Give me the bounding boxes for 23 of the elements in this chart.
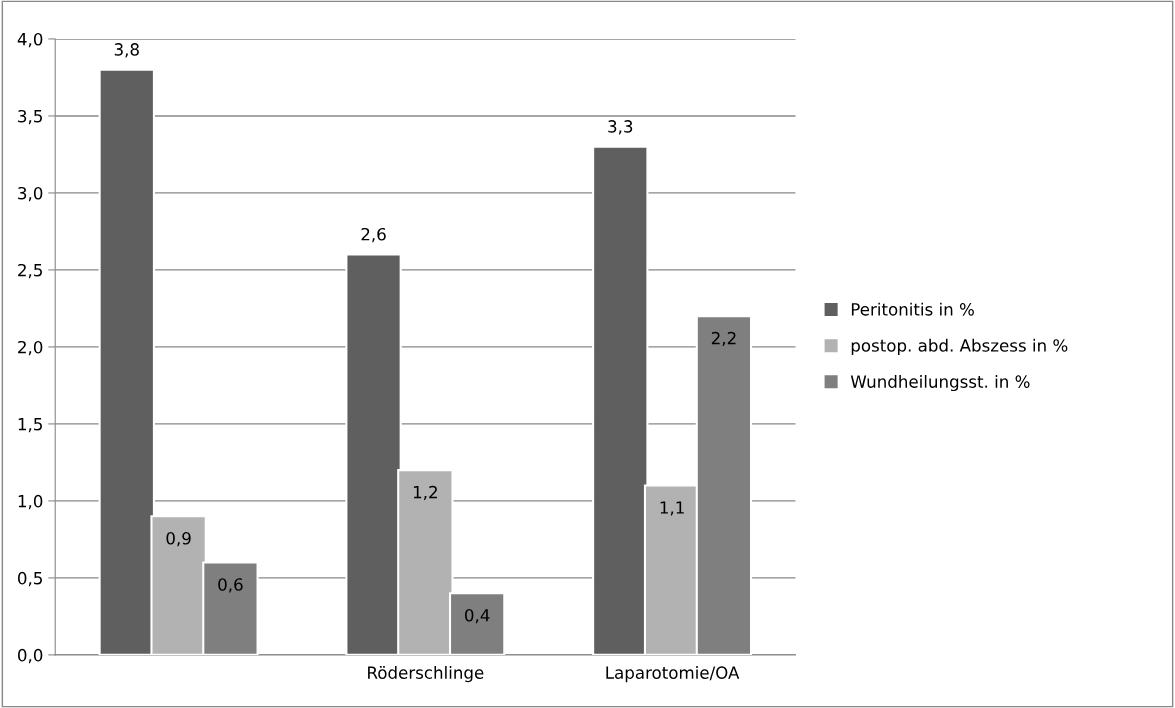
data-label: 0,4 bbox=[465, 609, 490, 624]
data-label: 3,3 bbox=[608, 120, 633, 135]
y-tick-label: 2,5 bbox=[18, 263, 42, 279]
data-label: 2,6 bbox=[361, 227, 386, 243]
data-label: 0,9 bbox=[166, 532, 191, 547]
data-label: 3,8 bbox=[114, 43, 139, 58]
legend-label: Wundheilungsst. in % bbox=[850, 374, 1030, 392]
legend-label: Peritonitis in % bbox=[851, 302, 974, 316]
x-tick-label: Röderschlinge bbox=[368, 666, 484, 683]
legend-label: postop. abd. Abszess in % bbox=[851, 338, 1068, 355]
y-tick-label: 0,0 bbox=[18, 648, 43, 664]
data-label: 2,2 bbox=[711, 331, 736, 347]
y-tick-label: 2,0 bbox=[18, 340, 43, 356]
x-tick-label: Laparotomie/OA bbox=[606, 666, 740, 683]
y-tick-label: 3,5 bbox=[18, 109, 42, 125]
data-label: 1,1 bbox=[660, 501, 684, 516]
y-tick-label: 3,0 bbox=[18, 186, 43, 202]
y-tick-label: 0,5 bbox=[18, 571, 42, 587]
data-label: 0,6 bbox=[218, 578, 243, 593]
y-tick-label: 4,0 bbox=[17, 32, 43, 48]
data-label: 1,2 bbox=[413, 485, 437, 501]
y-tick-label: 1,0 bbox=[18, 494, 43, 510]
y-tick-label: 1,5 bbox=[18, 418, 42, 433]
